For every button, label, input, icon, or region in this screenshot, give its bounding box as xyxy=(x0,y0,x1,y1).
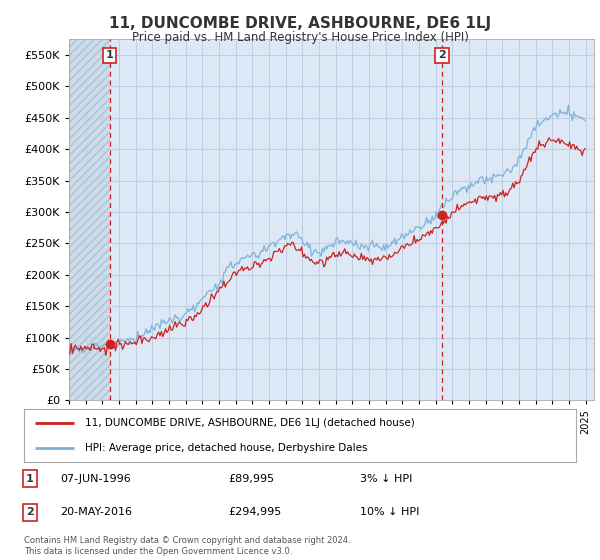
Text: HPI: Average price, detached house, Derbyshire Dales: HPI: Average price, detached house, Derb… xyxy=(85,442,367,452)
Text: £89,995: £89,995 xyxy=(228,474,274,484)
Text: 07-JUN-1996: 07-JUN-1996 xyxy=(60,474,131,484)
Text: 3% ↓ HPI: 3% ↓ HPI xyxy=(360,474,412,484)
Bar xyxy=(69,39,110,400)
Text: 2: 2 xyxy=(438,50,446,60)
Text: £294,995: £294,995 xyxy=(228,507,281,517)
Text: 10% ↓ HPI: 10% ↓ HPI xyxy=(360,507,419,517)
Text: 20-MAY-2016: 20-MAY-2016 xyxy=(60,507,132,517)
Text: Price paid vs. HM Land Registry's House Price Index (HPI): Price paid vs. HM Land Registry's House … xyxy=(131,31,469,44)
Text: 1: 1 xyxy=(106,50,113,60)
Text: 11, DUNCOMBE DRIVE, ASHBOURNE, DE6 1LJ (detached house): 11, DUNCOMBE DRIVE, ASHBOURNE, DE6 1LJ (… xyxy=(85,418,415,428)
Text: 1: 1 xyxy=(26,474,34,484)
Text: Contains HM Land Registry data © Crown copyright and database right 2024.
This d: Contains HM Land Registry data © Crown c… xyxy=(24,536,350,556)
Text: 2: 2 xyxy=(26,507,34,517)
Text: 11, DUNCOMBE DRIVE, ASHBOURNE, DE6 1LJ: 11, DUNCOMBE DRIVE, ASHBOURNE, DE6 1LJ xyxy=(109,16,491,31)
